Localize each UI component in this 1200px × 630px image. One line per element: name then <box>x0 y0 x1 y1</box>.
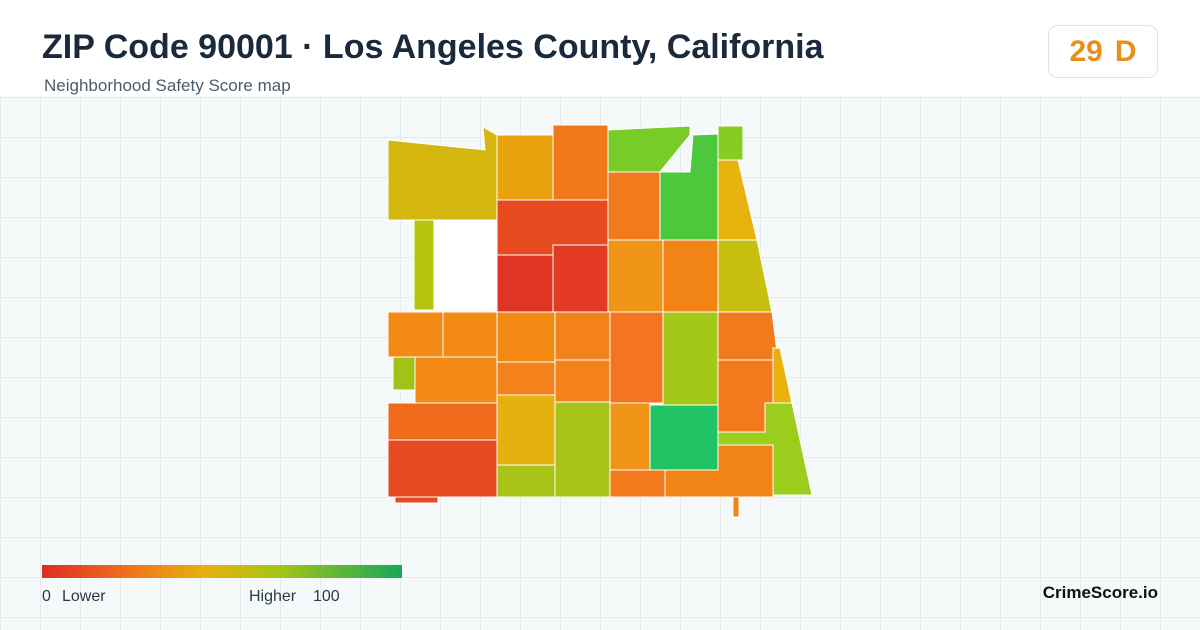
map-area <box>609 402 651 471</box>
map-area <box>392 356 416 391</box>
legend-max-label: Higher <box>249 588 297 605</box>
map-area <box>554 311 611 361</box>
legend-max: 100 <box>313 588 340 605</box>
map-area <box>496 254 554 313</box>
map-area <box>607 239 664 313</box>
legend-min-label: Lower <box>62 588 106 605</box>
brand: CrimeScore.io <box>1042 583 1158 602</box>
map-area <box>496 361 556 396</box>
map-area <box>442 311 498 358</box>
map-area <box>717 125 744 161</box>
map-area <box>552 244 609 313</box>
legend-min: 0 <box>42 588 51 605</box>
map-area <box>552 124 609 201</box>
subtitle: Neighborhood Safety Score map <box>44 76 291 95</box>
map-area <box>607 171 661 243</box>
map-area <box>662 311 719 406</box>
map-area <box>717 311 779 361</box>
map-area <box>414 356 498 404</box>
score-value: 29 <box>1069 35 1103 68</box>
map-area <box>732 496 740 518</box>
map-area <box>554 401 611 498</box>
map-area <box>649 404 719 471</box>
score-grade: D <box>1114 35 1137 68</box>
map-area <box>387 311 444 358</box>
map-area <box>387 439 498 498</box>
map-area <box>387 402 498 441</box>
map-area <box>496 464 556 498</box>
map-area <box>609 469 666 498</box>
map-area <box>662 239 719 313</box>
title: ZIP Code 90001 · Los Angeles County, Cal… <box>42 28 824 66</box>
map-area <box>772 347 793 404</box>
map-area <box>394 496 439 504</box>
map-area <box>609 311 664 404</box>
map-area <box>496 134 554 206</box>
map-area <box>554 359 611 403</box>
map-area <box>433 219 498 311</box>
map-area <box>717 359 774 433</box>
map-area <box>496 311 556 363</box>
map-area <box>496 394 556 466</box>
map-area <box>413 219 435 311</box>
legend-gradient <box>42 565 402 578</box>
map-area <box>717 159 758 241</box>
header <box>0 0 1200 96</box>
map-area <box>664 444 774 498</box>
score-badge: 29 D <box>1048 25 1158 78</box>
map-area <box>607 125 691 173</box>
map-area <box>387 126 498 221</box>
map-area <box>717 239 773 313</box>
